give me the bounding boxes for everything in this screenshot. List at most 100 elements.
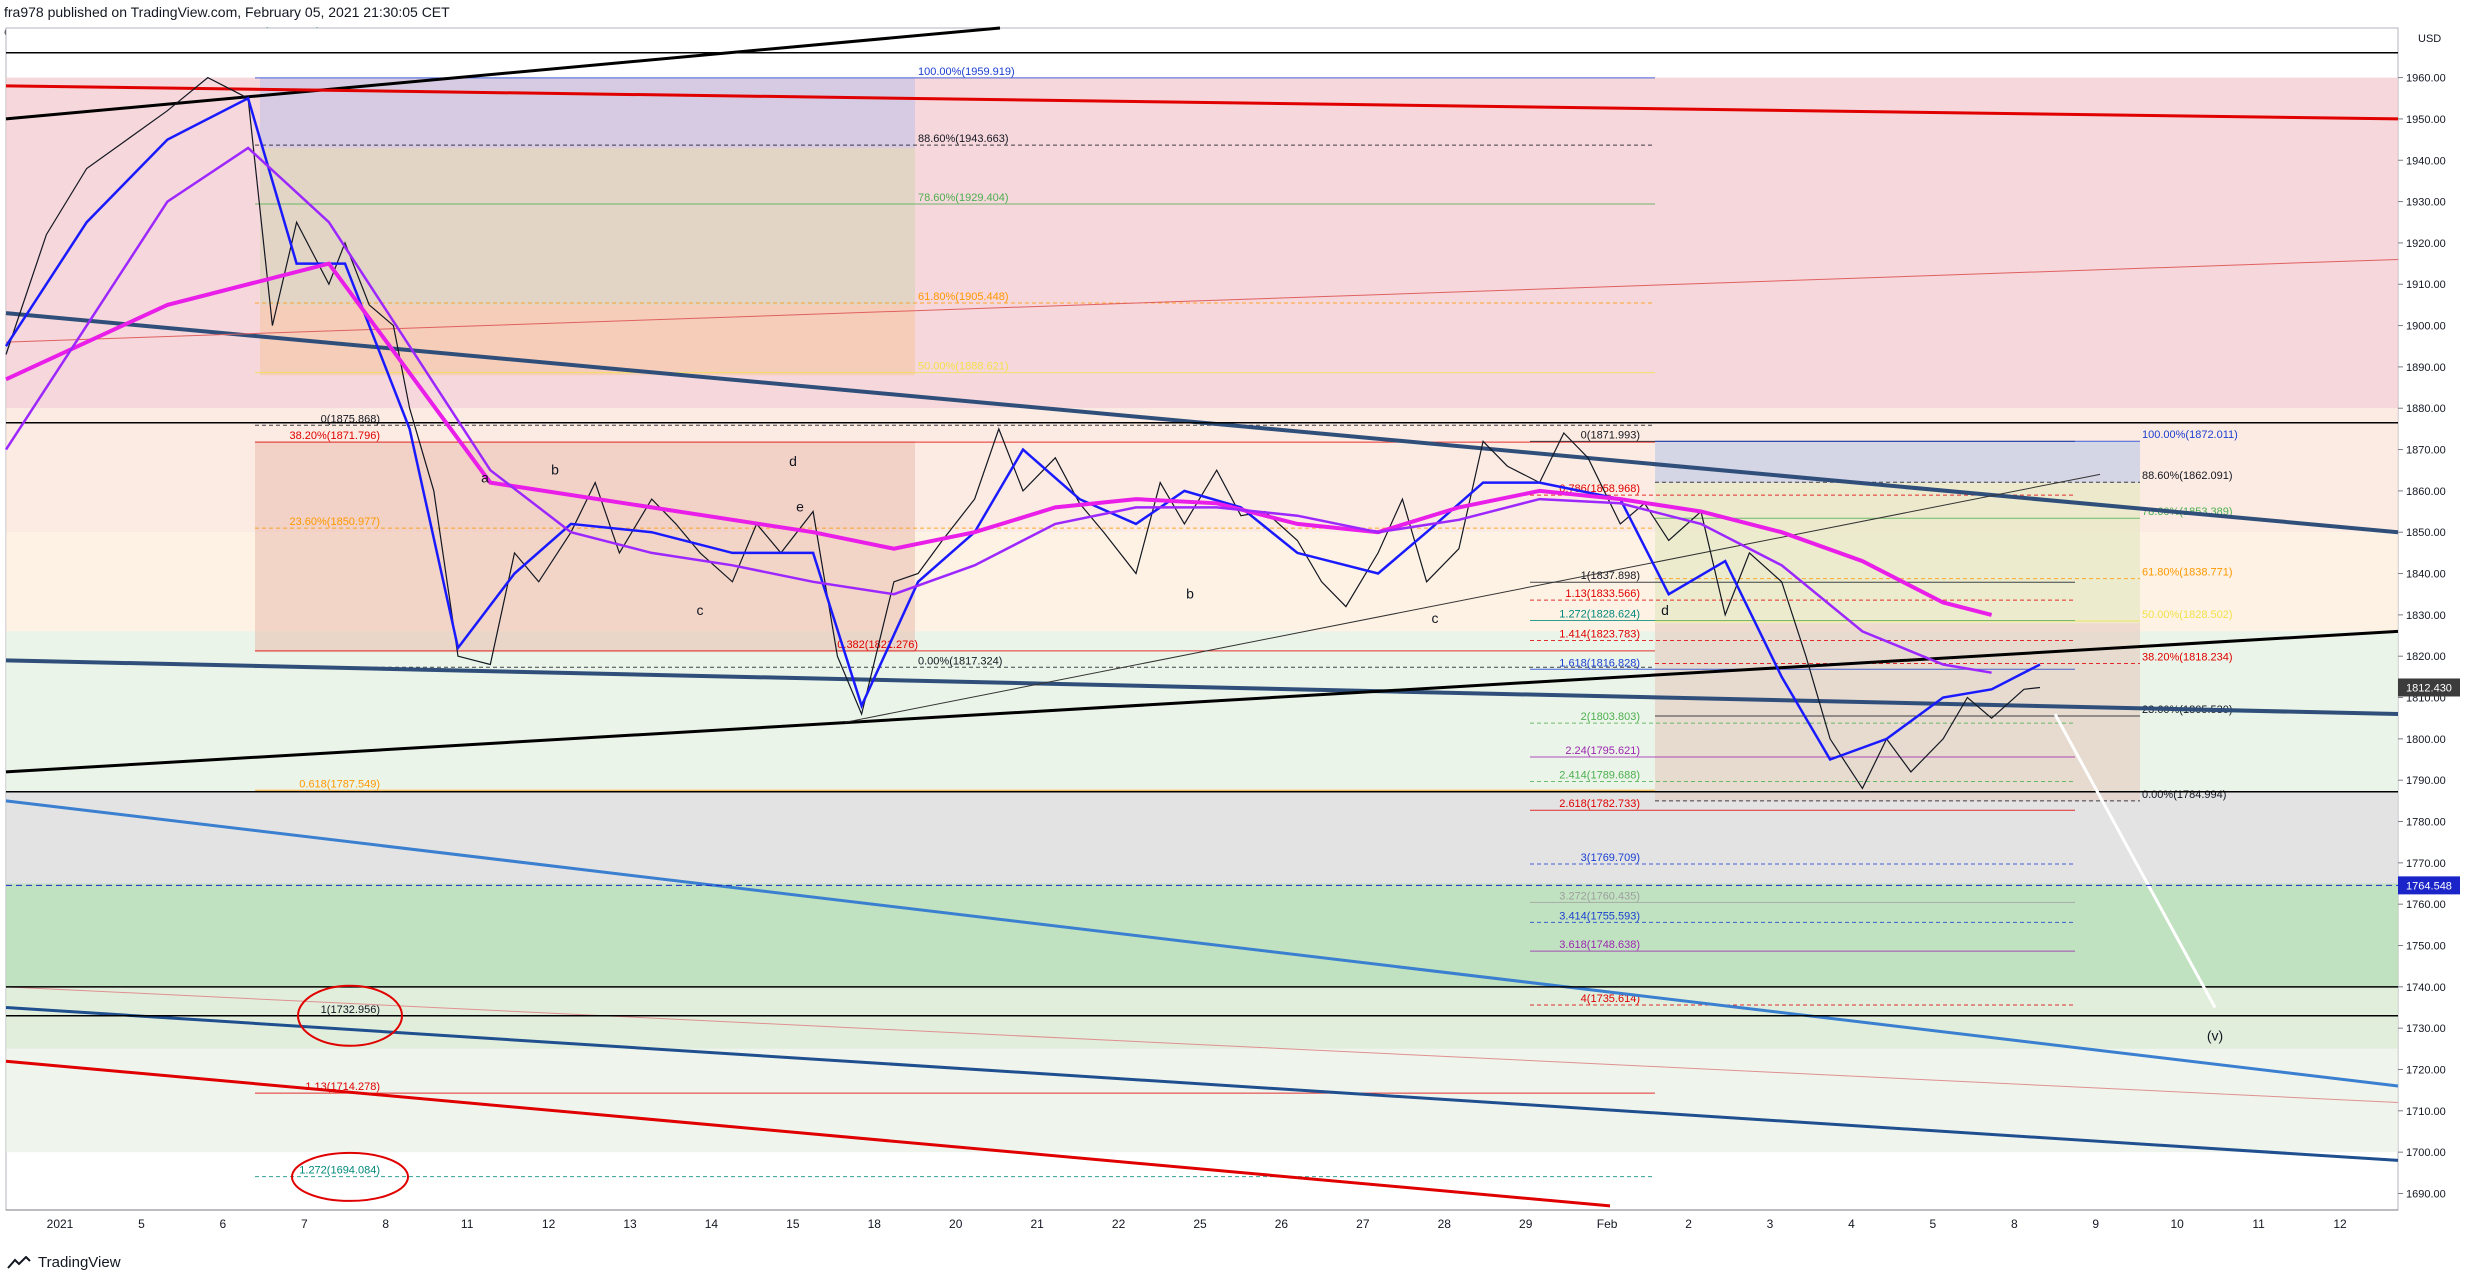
x-tick-label: 8 <box>2011 1217 2018 1231</box>
y-tick-label: 1770.00 <box>2406 858 2446 870</box>
fib-level-label: 38.20%(1818.234) <box>2142 651 2233 663</box>
y-tick-label: 1870.00 <box>2406 445 2446 457</box>
fib-level-label: 3.414(1755.593) <box>1559 910 1640 922</box>
fib-level-label: 2.24(1795.621) <box>1565 745 1640 757</box>
y-tick-label: 1780.00 <box>2406 817 2446 829</box>
trend-line-5 <box>5 799 2399 1088</box>
projection-line <box>2053 713 2217 1009</box>
currency-label: USD <box>2418 33 2441 45</box>
fib-level-label: 3.272(1760.435) <box>1559 890 1640 902</box>
y-tick-label: 1940.00 <box>2406 155 2446 167</box>
x-tick-label: 28 <box>1438 1217 1452 1231</box>
x-tick-label: 9 <box>2092 1217 2099 1231</box>
series-line-1 <box>4 96 2041 762</box>
wave-label: e <box>796 499 804 515</box>
wave-label: (v) <box>2207 1028 2223 1044</box>
y-tick-label: 1820.00 <box>2406 651 2446 663</box>
y-tick-label: 1890.00 <box>2406 362 2446 374</box>
trend-line-3 <box>5 658 2399 717</box>
x-tick-label: 5 <box>138 1217 145 1231</box>
fib-zone-4 <box>6 792 2398 884</box>
y-tick-label: 1920.00 <box>2406 238 2446 250</box>
x-tick-label: 3 <box>1767 1217 1774 1231</box>
x-tick-label: 15 <box>786 1217 800 1231</box>
fib-level-label: 88.60%(1943.663) <box>918 133 1009 145</box>
fib-level-label: 1.618(1816.828) <box>1559 657 1640 669</box>
x-tick-label: 12 <box>2333 1217 2347 1231</box>
fib-level-label: 2.618(1782.733) <box>1559 798 1640 810</box>
fib-level-label: 0(1875.868) <box>321 413 380 425</box>
x-tick-label: 20 <box>949 1217 963 1231</box>
fib-level-label: 3(1769.709) <box>1581 852 1640 864</box>
fib-level-label: 1(1837.898) <box>1581 570 1640 582</box>
highlight-ellipse-2 <box>291 1151 409 1202</box>
fib-level-label: 23.60%(1850.977) <box>289 516 380 528</box>
x-tick-label: 11 <box>461 1217 474 1231</box>
last-price-badge-bg <box>2398 678 2460 697</box>
x-tick-label: 6 <box>220 1217 227 1231</box>
x-tick-label: 25 <box>1193 1217 1207 1231</box>
trend-line-0 <box>5 26 1001 121</box>
wave-label: b <box>551 461 559 477</box>
y-tick-label: 1840.00 <box>2406 569 2446 581</box>
fib-level-label: 38.20%(1871.796) <box>289 430 380 442</box>
series-line-0 <box>5 76 2041 790</box>
fib-level-label: 61.80%(1905.448) <box>918 291 1009 303</box>
footer: TradingView <box>6 1254 121 1271</box>
x-tick-label: 4 <box>1848 1217 1855 1231</box>
fib-level-label: 1.13(1833.566) <box>1565 588 1640 600</box>
y-tick-label: 1760.00 <box>2406 899 2446 911</box>
y-tick-label: 1700.00 <box>2406 1147 2446 1159</box>
fib-zone-5 <box>6 883 2398 987</box>
fib-box-right-top <box>1655 441 2140 483</box>
wave-label: c <box>1432 610 1439 626</box>
fib-level-label: 1.272(1828.624) <box>1559 609 1640 621</box>
fib-level-label: 78.60%(1929.404) <box>918 192 1009 204</box>
y-tick-label: 1930.00 <box>2406 197 2446 209</box>
fib-level-label: 0.786(1858.968) <box>1559 483 1640 495</box>
x-tick-label: 29 <box>1519 1217 1533 1231</box>
series-line-3 <box>4 146 1992 674</box>
published-line: fra978 published on TradingView.com, Feb… <box>4 4 450 20</box>
fib-level-label: 1(1732.956) <box>321 1004 380 1016</box>
y-tick-label: 1880.00 <box>2406 403 2446 415</box>
x-tick-label: 12 <box>542 1217 556 1231</box>
highlight-ellipse-1 <box>297 984 403 1047</box>
y-tick-label: 1730.00 <box>2406 1023 2446 1035</box>
fib-level-label: 1.272(1694.084) <box>299 1165 380 1177</box>
trend-line-6 <box>5 1005 2399 1162</box>
trend-line-10 <box>844 473 2101 723</box>
tradingview-logo-icon <box>7 1255 31 1269</box>
x-tick-label: 22 <box>1112 1217 1126 1231</box>
fib-level-label: 0(1871.993) <box>1581 429 1640 441</box>
x-tick-label: Feb <box>1597 1217 1618 1231</box>
x-tick-label: 10 <box>2170 1217 2184 1231</box>
y-tick-label: 1860.00 <box>2406 486 2446 498</box>
fib-level-label: 2.414(1789.688) <box>1559 769 1640 781</box>
fib-box-red <box>255 441 915 653</box>
fib-zone-6 <box>6 986 2398 1049</box>
y-tick-label: 1950.00 <box>2406 114 2446 126</box>
fib-level-label: 3.618(1748.638) <box>1559 939 1640 951</box>
y-tick-label: 1720.00 <box>2406 1064 2446 1076</box>
wave-label: a <box>481 470 489 486</box>
fib-level-label: 61.80%(1838.771) <box>2142 567 2233 579</box>
last-price-badge: 1812.430 <box>2406 682 2452 694</box>
fib-level-label: 1.414(1823.783) <box>1559 629 1640 641</box>
y-tick-label: 1790.00 <box>2406 775 2446 787</box>
fib-level-label: 50.00%(1888.621) <box>918 361 1009 373</box>
fib-box-mid <box>260 147 915 305</box>
wave-label: c <box>697 602 704 618</box>
fib-level-label: 0.618(1787.549) <box>299 778 380 790</box>
y-tick-label: 1800.00 <box>2406 734 2446 746</box>
wave-label: d <box>789 453 797 469</box>
price-marker-badge: 1764.548 <box>2406 880 2452 892</box>
x-tick-label: 8 <box>382 1217 389 1231</box>
y-tick-label: 1910.00 <box>2406 279 2446 291</box>
fib-level-label: 0.00%(1784.994) <box>2142 789 2226 801</box>
fib-level-label: 88.60%(1862.091) <box>2142 470 2233 482</box>
trend-line-1 <box>5 84 2399 121</box>
x-tick-label: 2 <box>1685 1217 1692 1231</box>
